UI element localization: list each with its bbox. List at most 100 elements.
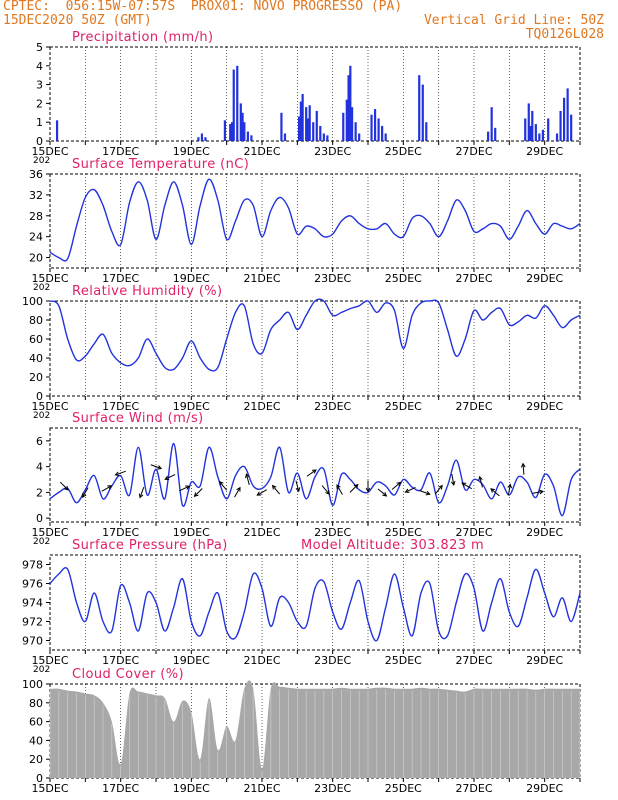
wind-xlabel: 25DEC <box>385 526 422 539</box>
precip-xlabel: 23DEC <box>314 145 351 158</box>
precip-xlabel: 21DEC <box>243 145 280 158</box>
press-ylabel: 978 <box>22 559 43 572</box>
wind-arrow-head <box>520 462 526 468</box>
wind-arrow-head <box>138 493 144 499</box>
precip-ylabel: 1 <box>36 116 43 129</box>
temp-ylabel: 32 <box>29 189 43 202</box>
wind-arrow <box>219 481 228 491</box>
cloud-xlabel: 21DEC <box>243 782 280 795</box>
wind-arrow <box>405 487 416 493</box>
precip-title: Precipitation (mm/h) <box>72 30 213 45</box>
precip-bar <box>280 112 283 141</box>
rh-xlabel: 19DEC <box>173 400 210 413</box>
precip-bar <box>250 135 253 141</box>
cloud-ylabel: 0 <box>36 772 43 785</box>
temp-title: Surface Temperature (nC) <box>72 157 249 172</box>
press-ylabel: 970 <box>22 635 43 648</box>
wind-arrow <box>115 470 127 476</box>
precip-bar <box>55 120 59 141</box>
rh-ylabel: 60 <box>29 333 43 346</box>
precip-bar <box>529 125 532 141</box>
wind-arrow-head <box>507 483 513 489</box>
wind-arrow-head <box>382 492 388 497</box>
precip-bar <box>566 88 569 141</box>
cloud-ylabel: 80 <box>29 697 43 710</box>
rh-xlabel: 29DEC <box>526 400 563 413</box>
precip-ylabel: 3 <box>36 79 43 92</box>
rh-ylabel: 0 <box>36 390 43 403</box>
precip-bar <box>312 122 315 141</box>
precip-bar <box>298 116 301 141</box>
precip-bar <box>230 122 234 141</box>
press-ylabel: 976 <box>22 578 43 591</box>
rh-xlabel-year: 202 <box>33 411 50 421</box>
temp-xlabel: 29DEC <box>526 272 563 285</box>
wind-arrow <box>377 488 387 497</box>
precip-bar <box>384 133 387 141</box>
precip-bar <box>381 125 384 141</box>
precip-ylabel: 2 <box>36 97 43 110</box>
precip-bar <box>239 103 242 141</box>
wind-arrow <box>321 485 330 495</box>
wind-arrow-head <box>157 465 163 470</box>
wind-arrow <box>522 463 525 475</box>
rh-xlabel: 25DEC <box>385 400 422 413</box>
precip-bar <box>547 118 550 141</box>
wind-arrow <box>164 474 176 480</box>
precip-bar <box>527 103 530 141</box>
wind-arrow <box>479 476 483 488</box>
rh-ylabel: 20 <box>29 371 43 384</box>
precip-bar <box>538 133 541 141</box>
wind-ylabel: 0 <box>36 512 43 525</box>
wind-arrow-head <box>365 487 371 493</box>
wind-title: Surface Wind (m/s) <box>72 411 204 426</box>
cloud-xlabel: 23DEC <box>314 782 351 795</box>
rh-xlabel: 21DEC <box>243 400 280 413</box>
precip-bar <box>315 110 318 141</box>
precip-bar <box>197 137 200 141</box>
wind-arrow <box>391 482 401 490</box>
press-line <box>49 567 581 642</box>
wind-arrow-head <box>256 491 262 496</box>
precip-xlabel: 15DEC <box>31 145 68 158</box>
wind-arrow <box>434 485 443 495</box>
precip-bar <box>301 94 304 141</box>
precip-bar <box>354 122 357 141</box>
wind-arrow-head <box>396 481 402 487</box>
wind-arrow-head <box>82 493 87 499</box>
precip-bar <box>306 118 310 141</box>
wind-arrow <box>461 482 472 490</box>
precip-xlabel: 19DEC <box>173 145 210 158</box>
press-xlabel: 19DEC <box>173 654 210 667</box>
wind-arrow <box>139 487 145 498</box>
cloud-ylabel: 20 <box>29 753 43 766</box>
wind-arrow <box>82 487 89 498</box>
wind-arrow <box>194 488 203 497</box>
precip-bar <box>373 109 377 141</box>
wind-arrow <box>419 490 430 495</box>
model-code: TQ0126L028 <box>525 27 604 42</box>
precip-bar <box>223 120 226 141</box>
station-header: CPTEC: 056:15W-07:57S PROX01: NOVO PROGR… <box>3 0 403 14</box>
precip-bar <box>351 107 354 141</box>
wind-ylabel: 4 <box>36 461 43 474</box>
precip-bar <box>524 118 527 141</box>
wind-arrow <box>451 474 455 486</box>
precip-xlabel: 17DEC <box>102 145 139 158</box>
temp-ylabel: 24 <box>29 231 43 244</box>
rh-ylabel: 100 <box>22 295 43 308</box>
model-altitude: Model Altitude: 303.823 m <box>301 538 484 553</box>
precip-bar <box>345 99 348 141</box>
temp-xlabel: 25DEC <box>385 272 422 285</box>
temp-line <box>49 178 581 262</box>
wind-arrow <box>256 489 268 496</box>
wind-arrow <box>245 474 250 485</box>
precip-xlabel-year: 202 <box>33 156 50 166</box>
precip-bar <box>494 127 497 141</box>
wind-frame <box>49 427 581 523</box>
precip-bar <box>299 101 302 141</box>
precip-bar <box>563 97 566 141</box>
wind-arrow <box>234 487 241 498</box>
temp-xlabel: 17DEC <box>102 272 139 285</box>
